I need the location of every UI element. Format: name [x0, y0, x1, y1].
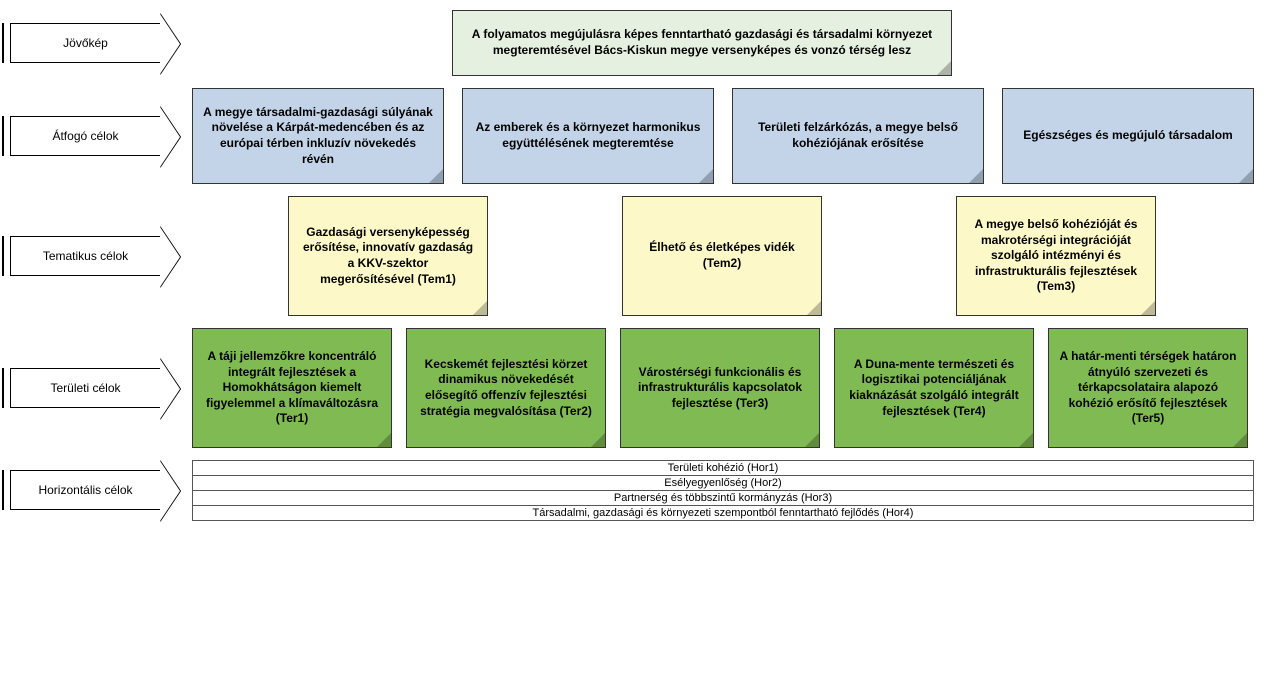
territorial-text-3: Várostérségi funkcionális és infrastrukt…: [631, 365, 809, 412]
row-vision: Jövőkép A folyamatos megújulásra képes f…: [10, 10, 1254, 76]
territorial-note-4: A Duna-mente természeti és logisztikai p…: [834, 328, 1034, 448]
arrow-vision-label: Jövőkép: [10, 23, 160, 63]
thematic-note-2: Élhető és életképes vidék (Tem2): [622, 196, 822, 316]
horizontal-item-4: Társadalmi, gazdasági és környezeti szem…: [192, 505, 1254, 521]
overall-text-3: Területi felzárkózás, a megye belső kohé…: [743, 120, 973, 151]
territorial-text-2: Kecskemét fejlesztési körzet dinamikus n…: [417, 357, 595, 419]
territorial-note-2: Kecskemét fejlesztési körzet dinamikus n…: [406, 328, 606, 448]
horizontal-item-3: Partnerség és többszintű kormányzás (Hor…: [192, 490, 1254, 506]
thematic-content: Gazdasági versenyképesség erősítése, inn…: [170, 196, 1254, 316]
arrow-overall-label: Átfogó célok: [10, 116, 160, 156]
thematic-text-2: Élhető és életképes vidék (Tem2): [633, 240, 811, 271]
overall-note-4: Egészséges és megújuló társadalom: [1002, 88, 1254, 184]
arrow-overall: Átfogó célok: [10, 88, 170, 184]
territorial-note-3: Várostérségi funkcionális és infrastrukt…: [620, 328, 820, 448]
overall-text-2: Az emberek és a környezet harmonikus egy…: [473, 120, 703, 151]
overall-note-2: Az emberek és a környezet harmonikus egy…: [462, 88, 714, 184]
vision-note: A folyamatos megújulásra képes fenntarth…: [452, 10, 952, 76]
overall-note-3: Területi felzárkózás, a megye belső kohé…: [732, 88, 984, 184]
territorial-text-5: A határ-menti térségek határon átnyúló s…: [1059, 349, 1237, 427]
vision-text: A folyamatos megújulásra képes fenntarth…: [463, 27, 941, 58]
row-horizontal: Horizontális célok Területi kohézió (Hor…: [10, 460, 1254, 520]
thematic-note-1: Gazdasági versenyképesség erősítése, inn…: [288, 196, 488, 316]
horizontal-content: Területi kohézió (Hor1) Esélyegyenlőség …: [192, 460, 1254, 520]
territorial-text-4: A Duna-mente természeti és logisztikai p…: [845, 357, 1023, 419]
thematic-note-3: A megye belső kohézióját és makrotérségi…: [956, 196, 1156, 316]
row-territorial: Területi célok A táji jellemzőkre koncen…: [10, 328, 1254, 448]
horizontal-item-1: Területi kohézió (Hor1): [192, 460, 1254, 476]
arrow-thematic: Tematikus célok: [10, 196, 170, 316]
overall-text-1: A megye társadalmi-gazdasági súlyának nö…: [203, 105, 433, 167]
arrow-thematic-label: Tematikus célok: [10, 236, 160, 276]
territorial-text-1: A táji jellemzőkre koncentráló integrált…: [203, 349, 381, 427]
thematic-text-1: Gazdasági versenyképesség erősítése, inn…: [299, 225, 477, 287]
overall-content: A megye társadalmi-gazdasági súlyának nö…: [170, 88, 1254, 184]
thematic-text-3: A megye belső kohézióját és makrotérségi…: [967, 217, 1145, 295]
arrow-horizontal-label: Horizontális célok: [10, 470, 160, 510]
horizontal-item-2: Esélyegyenlőség (Hor2): [192, 475, 1254, 491]
arrow-territorial: Területi célok: [10, 328, 170, 448]
territorial-note-1: A táji jellemzőkre koncentráló integrált…: [192, 328, 392, 448]
overall-text-4: Egészséges és megújuló társadalom: [1023, 128, 1232, 144]
territorial-content: A táji jellemzőkre koncentráló integrált…: [170, 328, 1254, 448]
vision-content: A folyamatos megújulásra képes fenntarth…: [170, 10, 1254, 76]
row-thematic: Tematikus célok Gazdasági versenyképessé…: [10, 196, 1254, 316]
territorial-note-5: A határ-menti térségek határon átnyúló s…: [1048, 328, 1248, 448]
overall-note-1: A megye társadalmi-gazdasági súlyának nö…: [192, 88, 444, 184]
arrow-horizontal: Horizontális célok: [10, 460, 170, 520]
row-overall: Átfogó célok A megye társadalmi-gazdaság…: [10, 88, 1254, 184]
arrow-territorial-label: Területi célok: [10, 368, 160, 408]
arrow-vision: Jövőkép: [10, 10, 170, 76]
